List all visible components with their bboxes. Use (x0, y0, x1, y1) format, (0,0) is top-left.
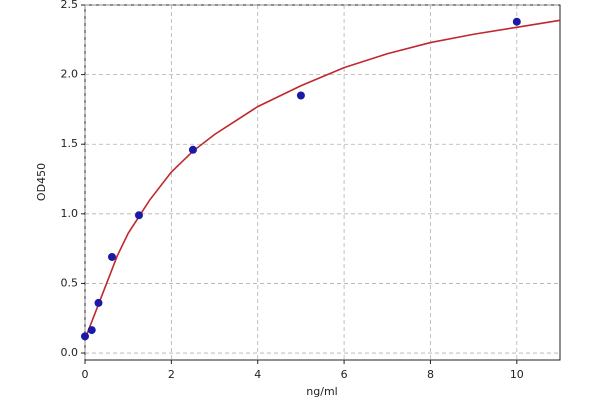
y-tick-label: 1.0 (61, 207, 79, 220)
data-point (87, 326, 96, 335)
y-tick-label: 0.0 (61, 346, 79, 359)
y-tick-label: 0.5 (61, 276, 79, 289)
data-point (512, 17, 521, 26)
data-point (296, 91, 305, 100)
data-point (81, 332, 89, 341)
y-tick-label: 1.5 (61, 137, 79, 150)
x-tick-label: 10 (510, 368, 524, 381)
y-tick-label: 2.0 (61, 68, 79, 81)
x-tick-label: 4 (254, 368, 261, 381)
data-point (134, 211, 143, 220)
x-tick-label: 2 (168, 368, 175, 381)
fit-curve (84, 19, 561, 340)
data-point (107, 252, 116, 261)
plot-frame (84, 4, 561, 361)
x-tick-label: 0 (82, 368, 89, 381)
data-point (94, 298, 103, 307)
y-tick-label: 2.5 (61, 0, 79, 11)
x-tick-label: 8 (427, 368, 434, 381)
x-axis-label: ng/ml (306, 385, 337, 398)
data-point (188, 145, 197, 154)
y-axis-label: OD450 (35, 163, 48, 201)
x-tick-label: 6 (341, 368, 348, 381)
